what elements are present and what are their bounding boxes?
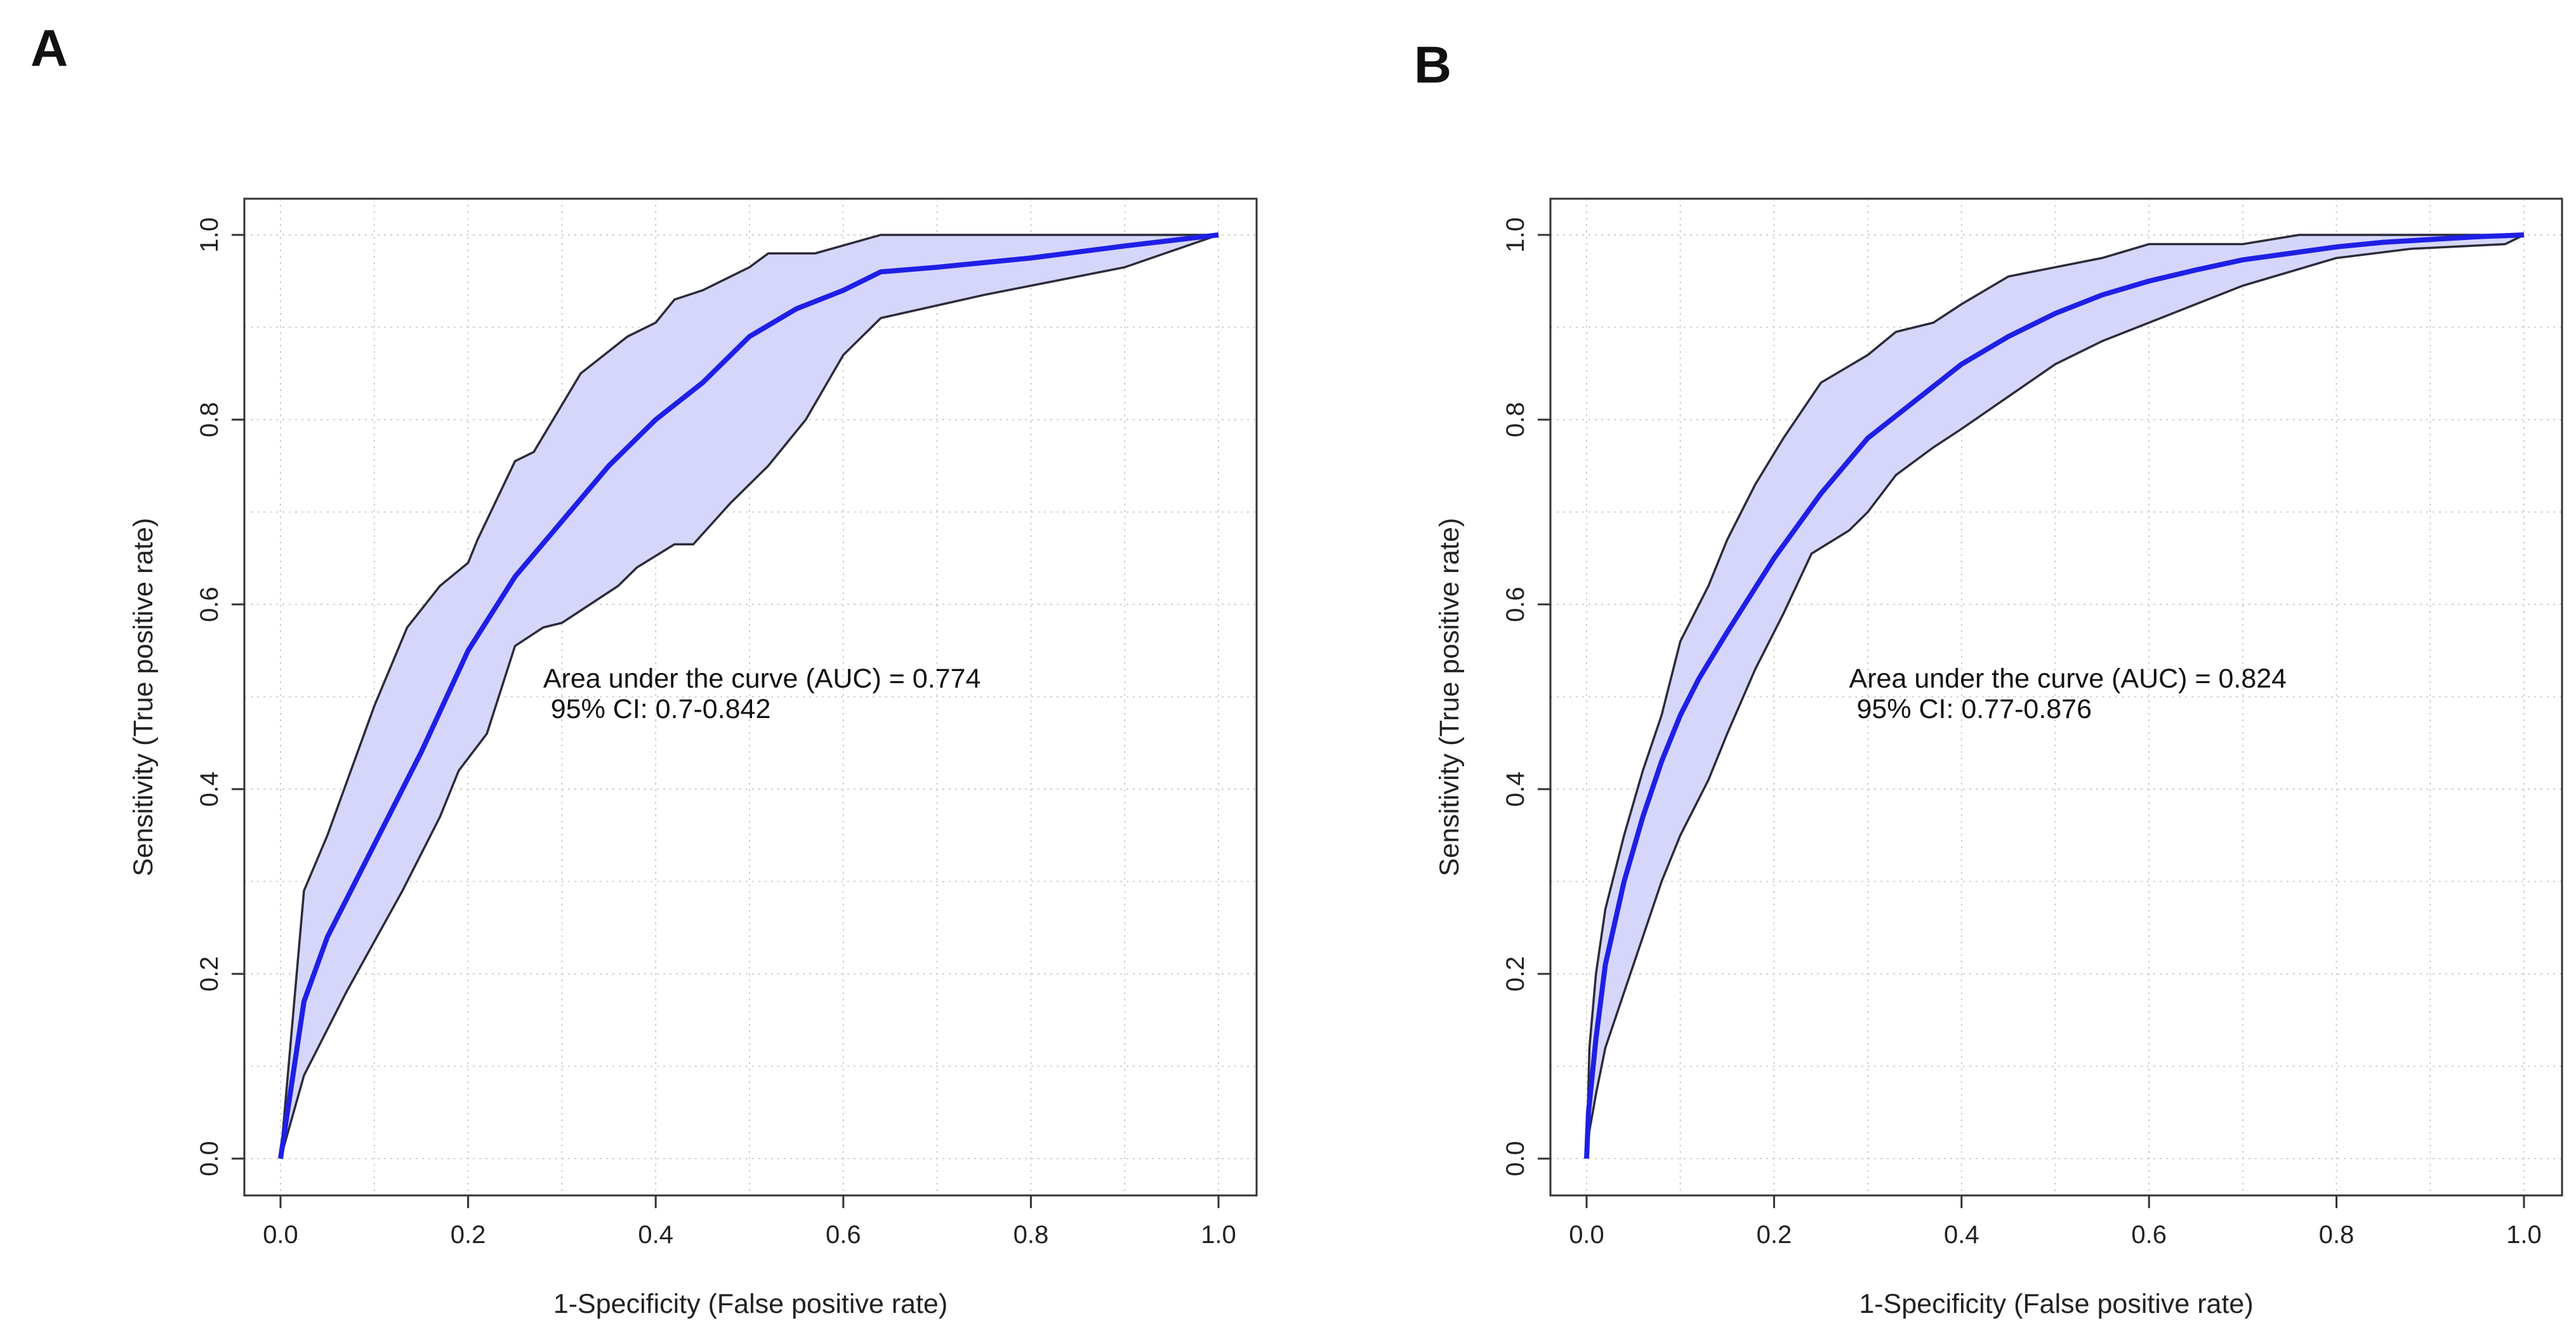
panel-a-roc-curve (278, 232, 1219, 1159)
panel-b-roc-curve (1584, 232, 2525, 1159)
panel-a-x-axis-title: 1-Specificity (False positive rate) (553, 1289, 948, 1319)
panel-a-x-tick-label-4: 0.8 (1014, 1221, 1049, 1249)
panel-a-y-tick-label-5: 1.0 (195, 217, 223, 253)
panel-a-ci-band (281, 235, 1219, 1159)
panel-b-y-tick-label-4: 0.8 (1502, 402, 1529, 437)
panel-b-auc-annotation-line-0: Area under the curve (AUC) = 0.824 (1849, 663, 2287, 694)
panel-letter-a: A (30, 20, 69, 77)
panel-a-y-axis-title: Sensitivity (True positive rate) (128, 518, 159, 877)
panel-b-x-axis-title: 1-Specificity (False positive rate) (1859, 1289, 2253, 1319)
panel-b-ci-lower-line (1585, 234, 2525, 1159)
panel-b-y-tick-label-0: 0.0 (1502, 1141, 1529, 1176)
panel-b-y-axis-title: Sensitivity (True positive rate) (1434, 518, 1465, 877)
panel-b-y-tick-label-1: 0.2 (1502, 956, 1529, 992)
panel-a-ci-upper-line (279, 234, 1219, 1159)
panel-b-x-tick-label-5: 1.0 (2506, 1221, 2542, 1249)
panel-b-x-tick-label-3: 0.6 (2131, 1221, 2167, 1249)
panel-b-x-tick-label-2: 0.4 (1944, 1221, 1979, 1249)
panel-letter-b: B (1414, 36, 1452, 94)
panel-b-ci-band (1587, 235, 2524, 1159)
panel-b-y-tick-label-3: 0.6 (1502, 587, 1529, 622)
panel-a-auc-annotation-line-1: 95% CI: 0.7-0.842 (543, 694, 771, 724)
panel-b-x-tick-label-0: 0.0 (1569, 1221, 1604, 1249)
panel-a-x-tick-label-2: 0.4 (638, 1221, 673, 1249)
panel-b-y-tick-label-5: 1.0 (1502, 217, 1529, 253)
panel-a-auc-annotation-line-0: Area under the curve (AUC) = 0.774 (543, 663, 981, 694)
panel-a-x-tick-label-1: 0.2 (451, 1221, 486, 1249)
panel-b-x-tick-label-1: 0.2 (1757, 1221, 1792, 1249)
panel-b-plot-frame (1549, 197, 2563, 1197)
panel-b-y-tick-label-2: 0.4 (1502, 771, 1529, 807)
panel-b-ci-upper-line (1585, 234, 2524, 1159)
panel-b-x-tick-label-4: 0.8 (2319, 1221, 2355, 1249)
panel-a-ci-lower-line (279, 234, 1219, 1159)
panel-b-auc-annotation-line-1: 95% CI: 0.77-0.876 (1849, 694, 2092, 724)
panel-a-x-tick-label-5: 1.0 (1201, 1221, 1236, 1249)
panel-a-y-tick-label-1: 0.2 (195, 956, 223, 992)
panel-a-plot-frame (243, 197, 1258, 1197)
panel-a-y-tick-label-4: 0.8 (195, 402, 223, 437)
panel-a-x-tick-label-3: 0.6 (826, 1221, 861, 1249)
panel-a-y-tick-label-3: 0.6 (195, 587, 223, 622)
panel-a-x-tick-label-0: 0.0 (263, 1221, 298, 1249)
panel-a-y-tick-label-0: 0.0 (195, 1141, 223, 1176)
panel-a-y-tick-label-2: 0.4 (195, 771, 223, 807)
